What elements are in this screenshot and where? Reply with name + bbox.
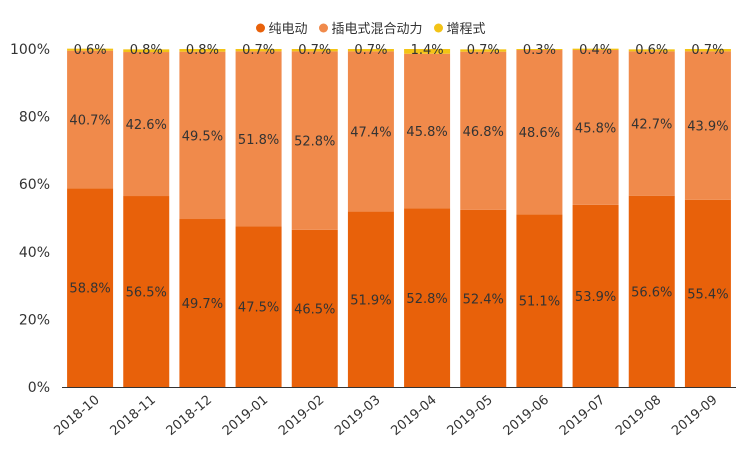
bar-segment (684, 51, 731, 200)
bar-segment (460, 49, 507, 52)
bar-segment (291, 51, 338, 230)
bar-segment (516, 50, 563, 215)
legend-label: 插电式混合动力 (332, 22, 423, 37)
x-tick-label: 2019-07 (557, 393, 608, 439)
y-tick-label: 80% (19, 110, 50, 126)
bar-segment (235, 226, 282, 387)
x-tick-label: 2019-05 (445, 393, 496, 439)
bar-segment (291, 229, 338, 387)
data-label: 42.7% (631, 118, 672, 133)
bar-segment (123, 52, 170, 197)
data-label: 53.9% (575, 290, 616, 305)
bar-segment (684, 199, 731, 387)
data-label: 48.6% (519, 126, 560, 141)
legend-marker (319, 23, 328, 33)
data-label: 0.4% (579, 43, 612, 58)
bar-segment (347, 51, 394, 212)
y-tick-label: 100% (10, 42, 50, 58)
x-tick-label: 2018-10 (51, 393, 102, 439)
x-tick-label: 2019-06 (501, 393, 552, 439)
data-label: 46.8% (463, 125, 504, 140)
bar-segment (516, 49, 563, 51)
data-label: 1.4% (411, 43, 444, 58)
bar-segment (179, 51, 226, 220)
legend-marker (256, 23, 265, 33)
y-tick-label: 0% (28, 380, 50, 396)
data-label: 45.8% (406, 125, 447, 140)
data-label: 51.1% (519, 295, 560, 310)
bar-segment (67, 188, 114, 387)
bar-segment (235, 51, 282, 227)
bar-segment (347, 49, 394, 52)
bar-segment (67, 48, 114, 51)
bar-segment (460, 209, 507, 387)
data-label: 0.6% (635, 43, 668, 58)
data-label: 40.7% (69, 113, 110, 128)
data-label: 52.4% (463, 292, 504, 307)
bar-segment (572, 204, 619, 387)
data-label: 56.6% (631, 285, 672, 300)
x-tick-label: 2019-03 (332, 393, 383, 439)
x-tick-label: 2019-04 (388, 393, 439, 439)
data-label: 47.4% (350, 125, 391, 140)
x-tick-label: 2019-02 (276, 393, 327, 439)
bar-segment (291, 49, 338, 52)
legend-label: 纯电动 (269, 22, 308, 37)
data-label: 0.7% (298, 43, 331, 58)
bar-segment (123, 49, 170, 53)
data-label: 42.6% (126, 118, 167, 133)
data-label: 0.3% (523, 43, 556, 58)
y-tick-label: 40% (19, 245, 50, 261)
data-label: 0.7% (354, 43, 387, 58)
data-label: 45.8% (575, 121, 616, 136)
data-label: 51.9% (350, 293, 391, 308)
data-label: 47.5% (238, 301, 279, 316)
bar-segment (684, 49, 731, 52)
data-label: 52.8% (294, 135, 335, 150)
y-tick-label: 60% (19, 177, 50, 193)
data-label: 0.6% (74, 43, 107, 58)
bar-segment (404, 49, 451, 54)
x-tick-label: 2019-09 (669, 393, 720, 439)
legend-marker (434, 23, 443, 33)
bar-segment (628, 51, 675, 196)
legend-label: 增程式 (447, 22, 486, 37)
data-label: 55.4% (687, 287, 728, 302)
x-tick-label: 2019-01 (220, 393, 271, 439)
bar-segment (179, 219, 226, 387)
bar-segment (235, 49, 282, 52)
data-label: 0.7% (242, 43, 275, 58)
data-label: 46.5% (294, 302, 335, 317)
bar-segment (572, 48, 619, 51)
bar-segment (404, 53, 451, 209)
bar-segment (347, 211, 394, 387)
data-label: 51.8% (238, 133, 279, 148)
data-label: 0.7% (691, 43, 724, 58)
x-tick-label: 2019-08 (613, 393, 664, 439)
bar-segment (628, 49, 675, 52)
data-label: 56.5% (126, 286, 167, 301)
bar-segment (572, 50, 619, 205)
bar-segment (460, 51, 507, 210)
data-label: 43.9% (687, 120, 728, 135)
data-label: 0.8% (130, 43, 163, 58)
bar-segment (404, 208, 451, 387)
bar-segment (179, 49, 226, 52)
data-label: 52.8% (406, 292, 447, 307)
x-tick-label: 2018-11 (108, 393, 159, 439)
data-label: 49.7% (182, 297, 223, 312)
x-tick-label: 2018-12 (164, 393, 215, 439)
bar-segment (628, 195, 675, 387)
bar-segment (123, 196, 170, 387)
bar-segment (516, 214, 563, 387)
data-label: 0.7% (467, 43, 500, 58)
bar-segment (67, 50, 114, 189)
y-tick-label: 20% (19, 312, 50, 328)
data-label: 49.5% (182, 129, 223, 144)
data-label: 0.8% (186, 43, 219, 58)
data-label: 58.8% (69, 282, 110, 297)
